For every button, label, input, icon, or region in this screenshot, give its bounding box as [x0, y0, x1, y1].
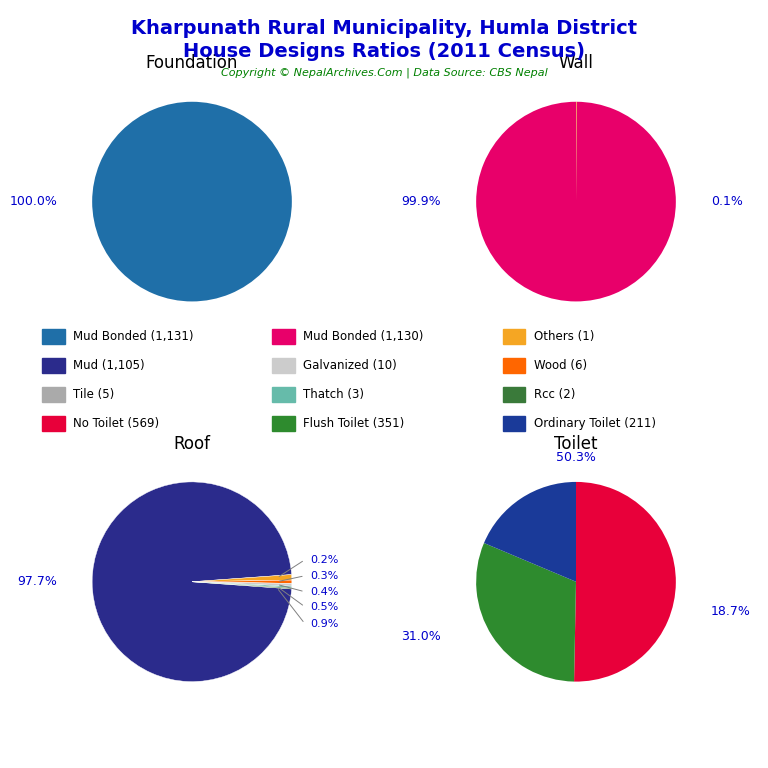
Text: 99.9%: 99.9% [402, 195, 441, 208]
Text: 50.3%: 50.3% [556, 451, 596, 464]
Bar [503, 329, 525, 345]
Wedge shape [484, 482, 576, 582]
Title: Toilet: Toilet [554, 435, 598, 452]
Wedge shape [192, 582, 292, 586]
Text: 31.0%: 31.0% [402, 631, 441, 643]
Text: Mud (1,105): Mud (1,105) [73, 359, 144, 372]
Text: Galvanized (10): Galvanized (10) [303, 359, 397, 372]
Wedge shape [192, 582, 292, 589]
Text: Copyright © NepalArchives.Com | Data Source: CBS Nepal: Copyright © NepalArchives.Com | Data Sou… [220, 68, 548, 78]
Text: 0.3%: 0.3% [310, 571, 338, 581]
Text: 100.0%: 100.0% [9, 195, 58, 208]
Wedge shape [192, 574, 292, 582]
Title: Roof: Roof [174, 435, 210, 452]
Bar [272, 359, 295, 373]
Bar [272, 329, 295, 345]
Wedge shape [192, 580, 292, 584]
Text: 0.5%: 0.5% [310, 601, 338, 612]
Bar [272, 416, 295, 431]
Text: 0.1%: 0.1% [711, 195, 743, 208]
Text: Mud Bonded (1,130): Mud Bonded (1,130) [303, 330, 424, 343]
Title: Wall: Wall [558, 55, 594, 72]
Text: Thatch (3): Thatch (3) [303, 388, 364, 401]
Text: No Toilet (569): No Toilet (569) [73, 417, 159, 430]
Wedge shape [476, 543, 576, 681]
Bar [272, 387, 295, 402]
Wedge shape [192, 582, 292, 588]
Text: 0.9%: 0.9% [310, 619, 338, 629]
Text: Kharpunath Rural Municipality, Humla District: Kharpunath Rural Municipality, Humla Dis… [131, 19, 637, 38]
Wedge shape [92, 482, 292, 681]
Text: Wood (6): Wood (6) [534, 359, 587, 372]
Text: Rcc (2): Rcc (2) [534, 388, 575, 401]
Text: 0.2%: 0.2% [310, 554, 338, 564]
Text: Others (1): Others (1) [534, 330, 594, 343]
Text: Mud Bonded (1,131): Mud Bonded (1,131) [73, 330, 194, 343]
Text: Tile (5): Tile (5) [73, 388, 114, 401]
Text: Flush Toilet (351): Flush Toilet (351) [303, 417, 405, 430]
Text: 0.4%: 0.4% [310, 587, 338, 597]
Bar [42, 359, 65, 373]
Bar [503, 359, 525, 373]
Text: 97.7%: 97.7% [18, 575, 57, 588]
Text: House Designs Ratios (2011 Census): House Designs Ratios (2011 Census) [183, 42, 585, 61]
Bar [503, 416, 525, 431]
Wedge shape [574, 482, 676, 682]
Bar [42, 329, 65, 345]
Bar [503, 387, 525, 402]
Text: Ordinary Toilet (211): Ordinary Toilet (211) [534, 417, 656, 430]
Wedge shape [92, 102, 292, 302]
Bar [42, 387, 65, 402]
Title: Foundation: Foundation [146, 55, 238, 72]
Bar [42, 416, 65, 431]
Text: 18.7%: 18.7% [711, 605, 750, 618]
Wedge shape [476, 102, 676, 301]
